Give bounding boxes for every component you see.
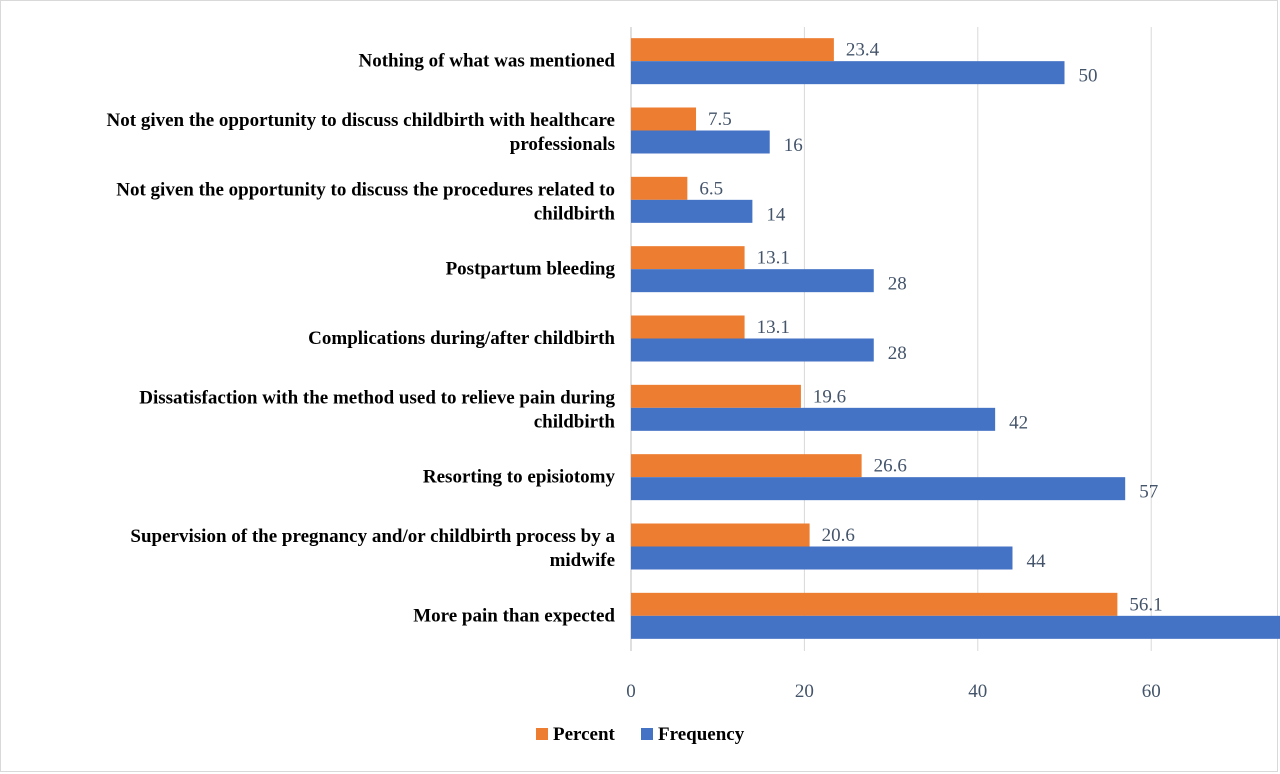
data-label-percent: 56.1 xyxy=(1129,594,1162,615)
data-label-frequency: 28 xyxy=(888,274,907,295)
data-label-percent: 6.5 xyxy=(699,178,723,199)
category-label: More pain than expected xyxy=(413,605,615,626)
data-label-percent: 7.5 xyxy=(708,109,732,130)
data-label-percent: 13.1 xyxy=(757,317,790,338)
data-label-frequency: 50 xyxy=(1079,66,1098,87)
bar-percent[interactable] xyxy=(631,246,745,270)
category-label: childbirth xyxy=(534,411,616,432)
legend-swatch-percent xyxy=(536,728,548,740)
category-label: Complications during/after childbirth xyxy=(308,328,615,349)
bar-frequency[interactable] xyxy=(631,199,753,223)
data-label-frequency: 57 xyxy=(1139,482,1158,503)
data-label-percent: 20.6 xyxy=(822,525,855,546)
legend-label-percent: Percent xyxy=(553,724,616,745)
data-label-frequency: 44 xyxy=(1026,551,1046,572)
bar-percent[interactable] xyxy=(631,38,834,62)
data-label-percent: 26.6 xyxy=(874,456,907,477)
bar-percent[interactable] xyxy=(631,315,745,339)
bar-frequency[interactable] xyxy=(631,407,996,431)
data-label-frequency: 16 xyxy=(784,135,803,156)
legend-swatch-frequency xyxy=(641,728,653,740)
bar-frequency[interactable] xyxy=(631,130,770,154)
category-label: Resorting to episiotomy xyxy=(423,467,616,488)
category-label: childbirth xyxy=(534,203,616,224)
category-label: Not given the opportunity to discuss chi… xyxy=(107,110,615,131)
bar-percent[interactable] xyxy=(631,176,688,200)
bar-frequency[interactable] xyxy=(631,269,874,293)
bar-frequency[interactable] xyxy=(631,477,1126,501)
bar-frequency[interactable] xyxy=(631,61,1065,85)
data-label-frequency: 28 xyxy=(888,343,907,364)
legend-label-frequency: Frequency xyxy=(658,724,745,745)
bar-frequency[interactable] xyxy=(631,338,874,362)
x-tick-label: 40 xyxy=(968,681,987,702)
category-label: Supervision of the pregnancy and/or chil… xyxy=(130,526,615,547)
data-label-percent: 19.6 xyxy=(813,386,846,407)
bar-percent[interactable] xyxy=(631,384,801,408)
category-label: professionals xyxy=(510,134,615,155)
bar-frequency[interactable] xyxy=(631,546,1013,570)
data-label-percent: 13.1 xyxy=(757,248,790,269)
x-tick-label: 60 xyxy=(1142,681,1161,702)
category-label: Dissatisfaction with the method used to … xyxy=(139,387,615,408)
category-label: Not given the opportunity to discuss the… xyxy=(116,179,615,200)
category-label: midwife xyxy=(550,550,615,571)
data-label-percent: 23.4 xyxy=(846,40,880,61)
x-tick-label: 20 xyxy=(795,681,814,702)
bar-percent[interactable] xyxy=(631,592,1118,616)
bar-frequency[interactable] xyxy=(631,615,1280,639)
bar-percent[interactable] xyxy=(631,107,697,131)
bar-percent[interactable] xyxy=(631,523,810,547)
bar-percent[interactable] xyxy=(631,454,862,478)
category-label: Postpartum bleeding xyxy=(446,259,616,280)
category-label: Nothing of what was mentioned xyxy=(358,51,615,72)
data-label-frequency: 42 xyxy=(1009,412,1028,433)
data-label-frequency: 14 xyxy=(766,204,786,225)
x-tick-label: 0 xyxy=(626,681,636,702)
